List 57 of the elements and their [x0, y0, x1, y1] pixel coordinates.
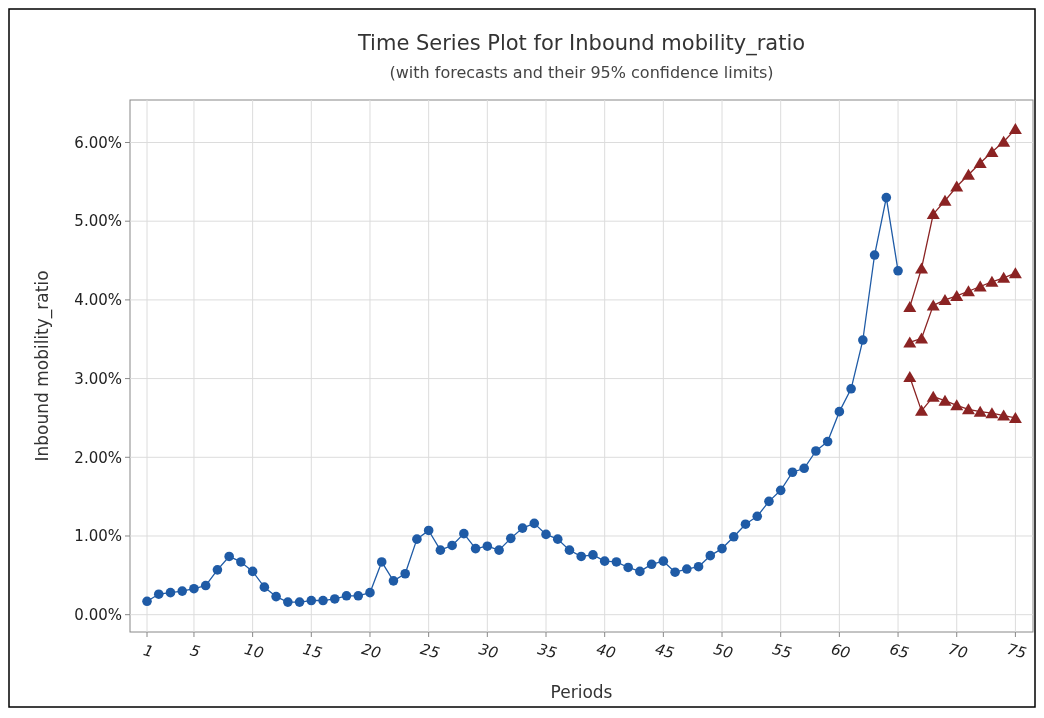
x-tick-label: 25: [418, 640, 442, 663]
x-tick-label: 50: [711, 640, 735, 663]
y-tick-label: 1.00%: [74, 527, 122, 546]
chart-subtitle: (with forecasts and their 95% confidence limits): [389, 63, 774, 82]
point: [985, 407, 999, 419]
x-tick-label: 1: [141, 641, 156, 662]
y-tick-label: 6.00%: [74, 133, 122, 152]
y-tick-label: 3.00%: [74, 369, 122, 388]
point: [961, 168, 975, 180]
point: [961, 403, 975, 415]
point: [1008, 267, 1022, 279]
point: [938, 194, 952, 206]
x-tick-label: 30: [477, 640, 501, 663]
point: [903, 371, 917, 383]
x-tick-label: 35: [535, 640, 559, 663]
y-tick-label: 4.00%: [74, 291, 122, 310]
point: [950, 399, 964, 411]
y-tick-label: 5.00%: [74, 212, 122, 231]
point: [915, 262, 929, 274]
point: [1008, 411, 1022, 423]
x-tick-label: 70: [946, 640, 970, 663]
point: [973, 280, 987, 292]
point: [938, 293, 952, 305]
x-tick-label: 75: [1005, 640, 1029, 663]
point: [903, 336, 917, 348]
point: [985, 275, 999, 287]
point: [926, 390, 940, 402]
point: [926, 208, 940, 220]
point: [950, 180, 964, 192]
point: [903, 300, 917, 312]
chart-title: Time Series Plot for Inbound mobility_ratio: [356, 31, 806, 56]
point: [973, 405, 987, 417]
x-tick-label: 40: [594, 640, 618, 663]
point: [997, 409, 1011, 421]
x-tick-label: 5: [188, 641, 203, 662]
point: [997, 135, 1011, 147]
y-tick-label: 2.00%: [74, 448, 122, 467]
x-tick-label: 65: [887, 640, 911, 663]
point: [997, 271, 1011, 283]
point: [938, 394, 952, 406]
point: [926, 299, 940, 311]
x-axis-title: Periods: [550, 682, 613, 702]
x-tick-label: 55: [770, 640, 794, 663]
x-tick-label: 60: [829, 640, 853, 663]
point: [915, 332, 929, 344]
point: [973, 156, 987, 168]
y-tick-label: 0.00%: [74, 605, 122, 624]
x-tick-label: 45: [653, 640, 677, 663]
x-tick-label: 20: [359, 640, 383, 663]
x-tick-label: 10: [242, 640, 266, 663]
point: [1008, 123, 1022, 135]
y-axis-title: Inbound mobility_ratio: [32, 270, 53, 462]
point: [961, 285, 975, 297]
point: [985, 145, 999, 157]
x-tick-label: 15: [301, 640, 325, 663]
point: [950, 289, 964, 301]
point: [915, 404, 929, 416]
